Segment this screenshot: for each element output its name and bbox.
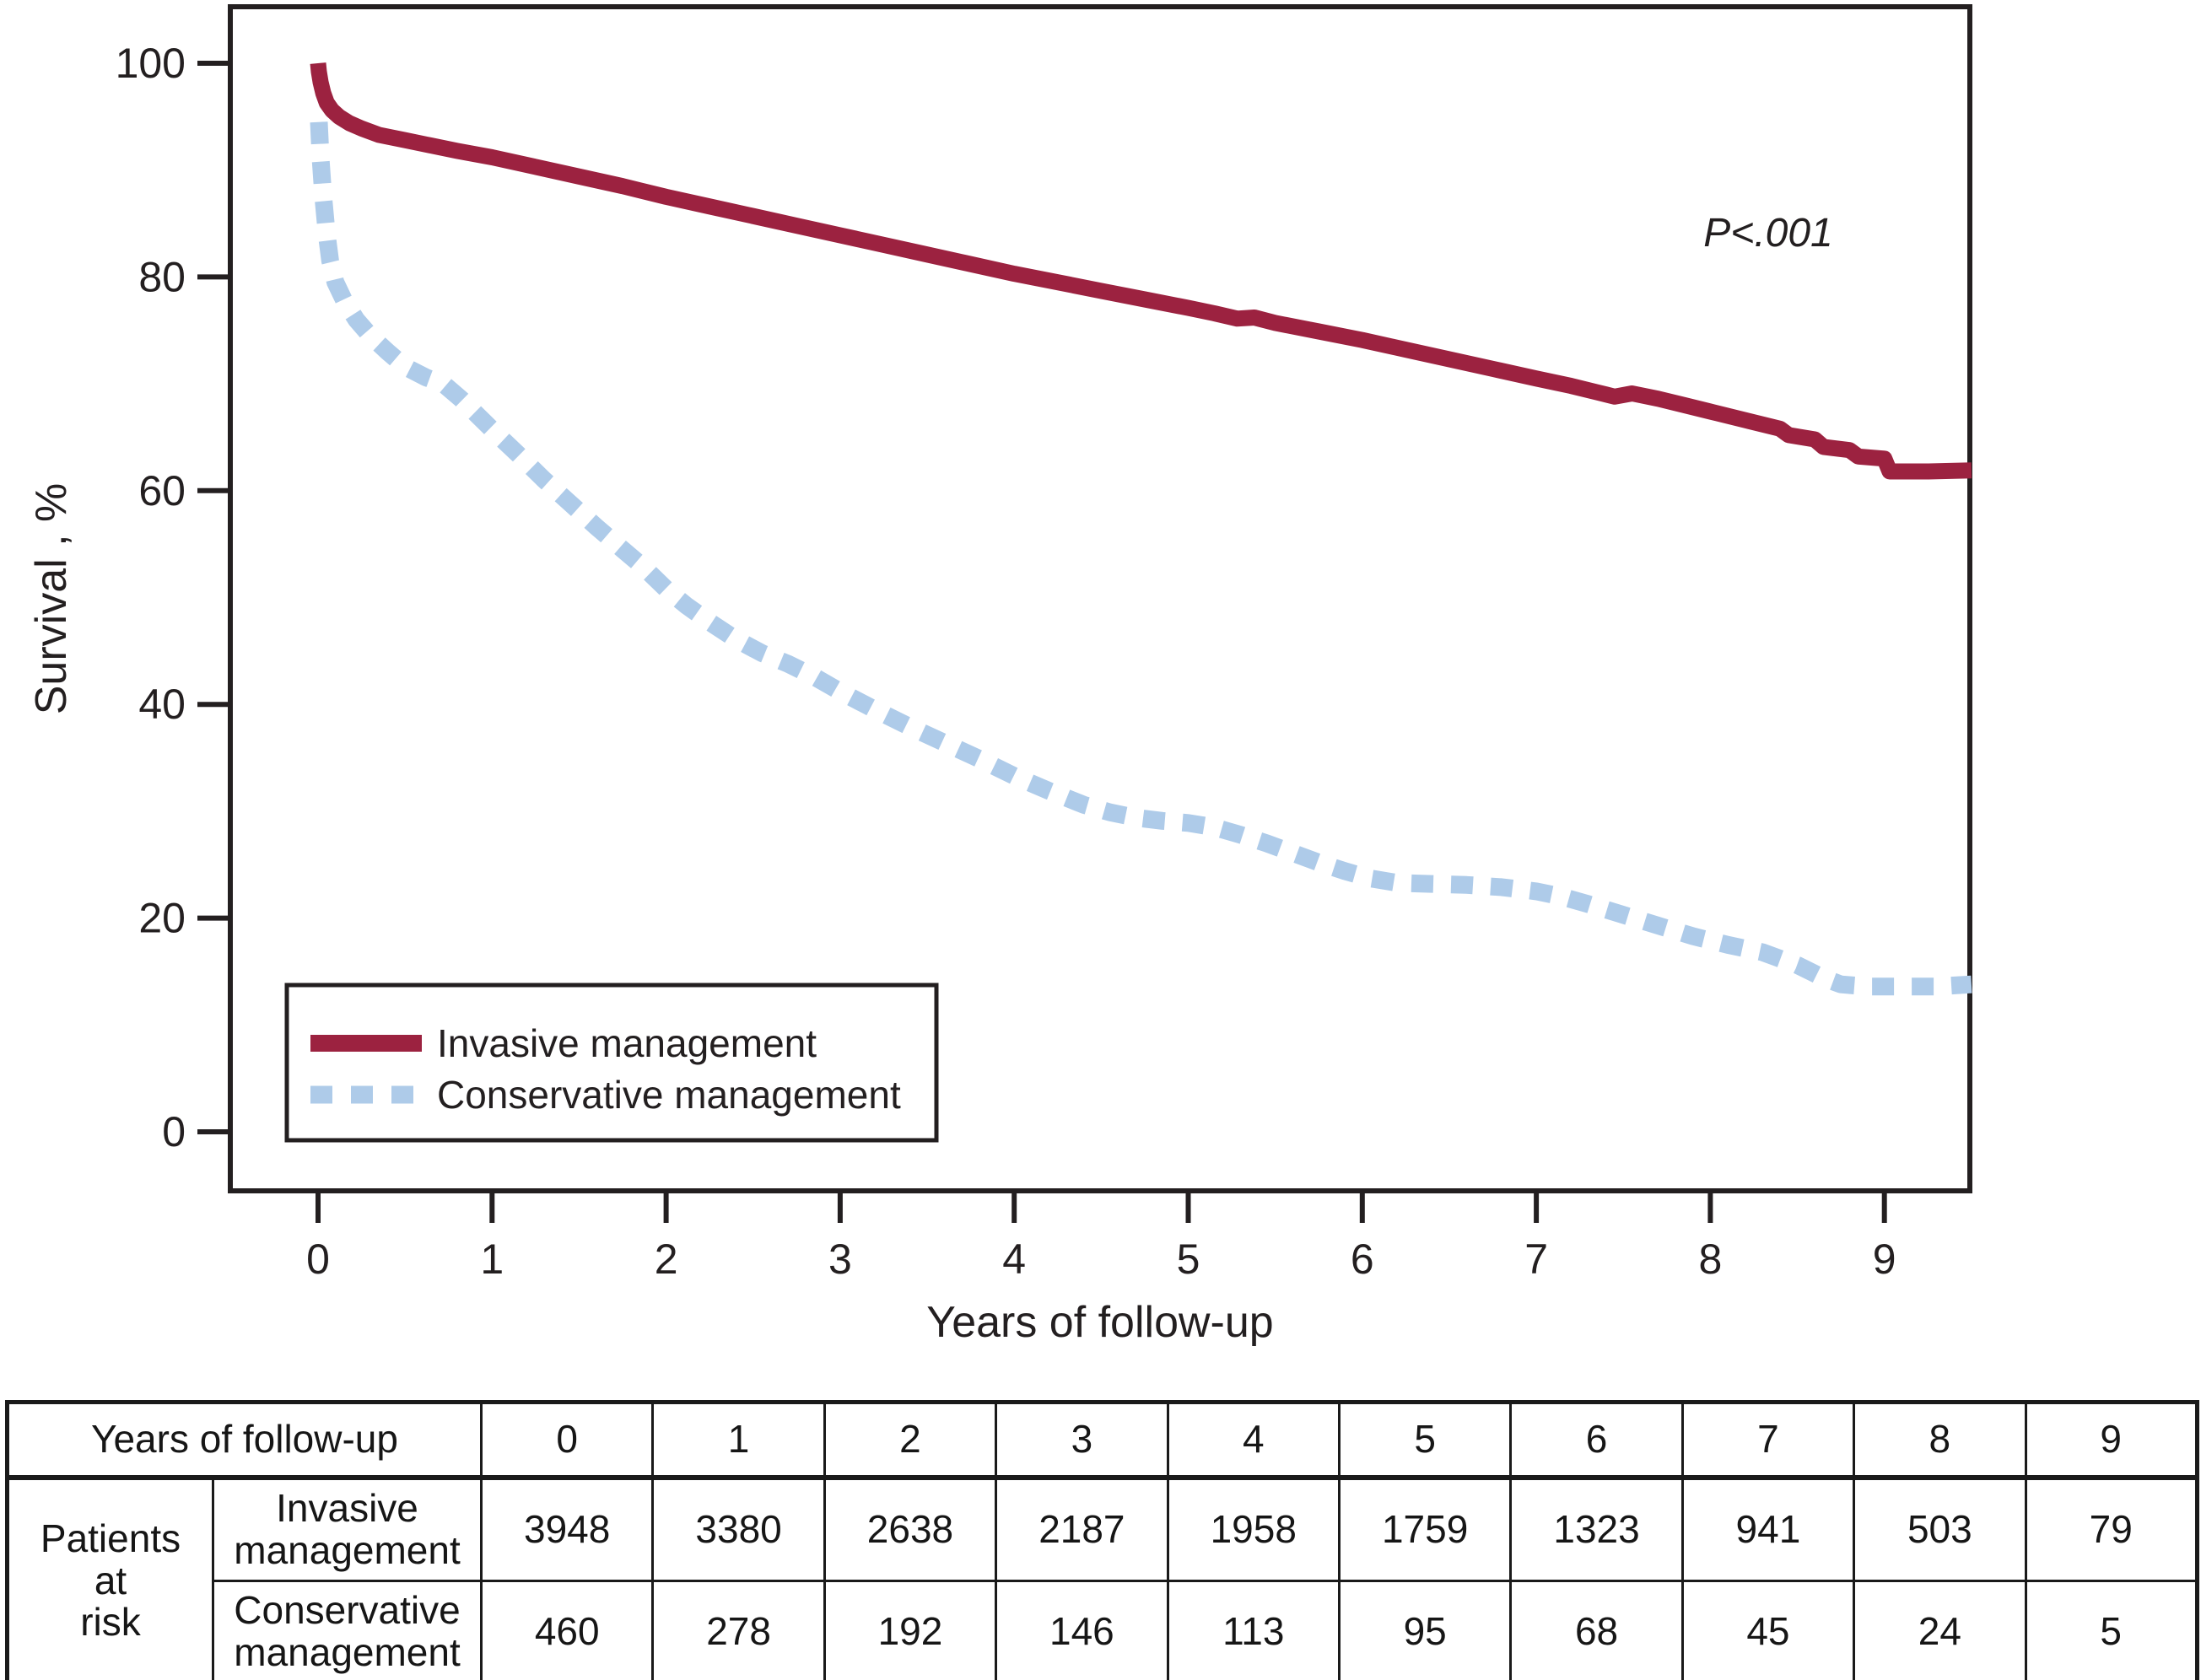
y-tick-label: 0 (162, 1108, 186, 1155)
x-tick-label: 9 (1873, 1236, 1896, 1283)
year-header-cell: 3 (995, 1401, 1169, 1480)
x-tick-label: 7 (1524, 1236, 1548, 1283)
conservative-risk-cell: 68 (1509, 1580, 1684, 1680)
p-value-annotation: P<.001 (1703, 211, 1832, 256)
y-tick-label: 20 (138, 895, 186, 942)
conservative-management-curve (310, 121, 1972, 996)
table-row-invasive: Patients at risk Invasive management 394… (6, 1476, 2198, 1680)
patients-at-risk-label: Patients at risk (6, 1476, 214, 1680)
x-axis-ticks: 0 1 2 3 4 5 6 7 8 9 (306, 1192, 1896, 1283)
invasive-management-curve (310, 62, 1972, 480)
invasive-risk-cell: 941 (1680, 1476, 1856, 1582)
x-axis-title: Years of follow-up (926, 1298, 1273, 1347)
legend-border (284, 983, 939, 1143)
invasive-risk-cell: 503 (1853, 1476, 2027, 1582)
invasive-risk-cell: 79 (2024, 1476, 2198, 1582)
invasive-risk-cell: 1323 (1509, 1476, 1684, 1582)
invasive-risk-cell: 1958 (1166, 1476, 1341, 1582)
plot-border (228, 4, 1972, 1193)
invasive-risk-cell: 3948 (479, 1476, 655, 1582)
conservative-risk-cell: 24 (1853, 1580, 2027, 1680)
legend-label-conservative: Conservative management (437, 1073, 901, 1117)
year-header-cell: 1 (651, 1401, 826, 1480)
table-row-conservative: Conservative management 460 278 192 146 113 9… (8, 1580, 2198, 1680)
conservative-risk-cell: 278 (651, 1580, 826, 1680)
x-tick-label: 8 (1698, 1236, 1722, 1283)
x-tick-label: 5 (1177, 1236, 1200, 1283)
invasive-risk-cell: 2187 (995, 1476, 1169, 1582)
invasive-row-label: Invasive management (212, 1476, 483, 1582)
year-header-cell: 4 (1166, 1401, 1341, 1480)
y-tick-label: 40 (138, 681, 186, 728)
x-tick-label: 3 (828, 1236, 852, 1283)
x-tick-label: 0 (306, 1236, 330, 1283)
conservative-risk-cell: 113 (1166, 1580, 1341, 1680)
x-tick-label: 2 (655, 1236, 678, 1283)
y-tick-label: 60 (138, 467, 186, 514)
y-axis-title: Survival , % (27, 483, 76, 715)
x-tick-label: 1 (480, 1236, 504, 1283)
conservative-risk-cell: 95 (1337, 1580, 1513, 1680)
year-header-cell: 2 (823, 1401, 998, 1480)
year-header-cell: 5 (1337, 1401, 1513, 1480)
year-header-cell: 0 (479, 1401, 655, 1480)
x-tick-label: 6 (1351, 1236, 1374, 1283)
y-axis-ticks: 0 20 40 60 80 100 (116, 40, 229, 1155)
x-tick-label: 4 (1002, 1236, 1026, 1283)
legend-box: Invasive management Conservative managem… (284, 983, 939, 1143)
years-of-follow-up-header: Years of follow-up (6, 1401, 483, 1480)
invasive-risk-cell: 1759 (1337, 1476, 1513, 1582)
conservative-risk-cell: 146 (995, 1580, 1169, 1680)
survival-chart: 0 20 40 60 80 100 0 1 2 3 4 5 6 7 8 9 Survival , % Yea… (27, 4, 1972, 1347)
conservative-risk-cell: 460 (479, 1580, 655, 1680)
invasive-risk-cell: 2638 (823, 1476, 998, 1582)
y-tick-label: 100 (116, 40, 186, 87)
year-header-cell: 8 (1853, 1401, 2027, 1480)
year-header-cell: 7 (1680, 1401, 1856, 1480)
conservative-risk-cell: 5 (2024, 1580, 2198, 1680)
conservative-risk-cell: 45 (1680, 1580, 1856, 1680)
conservative-risk-cell: 192 (823, 1580, 998, 1680)
year-header-cell: 6 (1509, 1401, 1684, 1480)
year-header-cell: 9 (2024, 1401, 2198, 1480)
conservative-row-label: Conservative management (212, 1580, 483, 1680)
invasive-risk-cell: 3380 (651, 1476, 826, 1582)
y-tick-label: 80 (138, 253, 186, 300)
legend-label-invasive: Invasive management (437, 1021, 817, 1065)
